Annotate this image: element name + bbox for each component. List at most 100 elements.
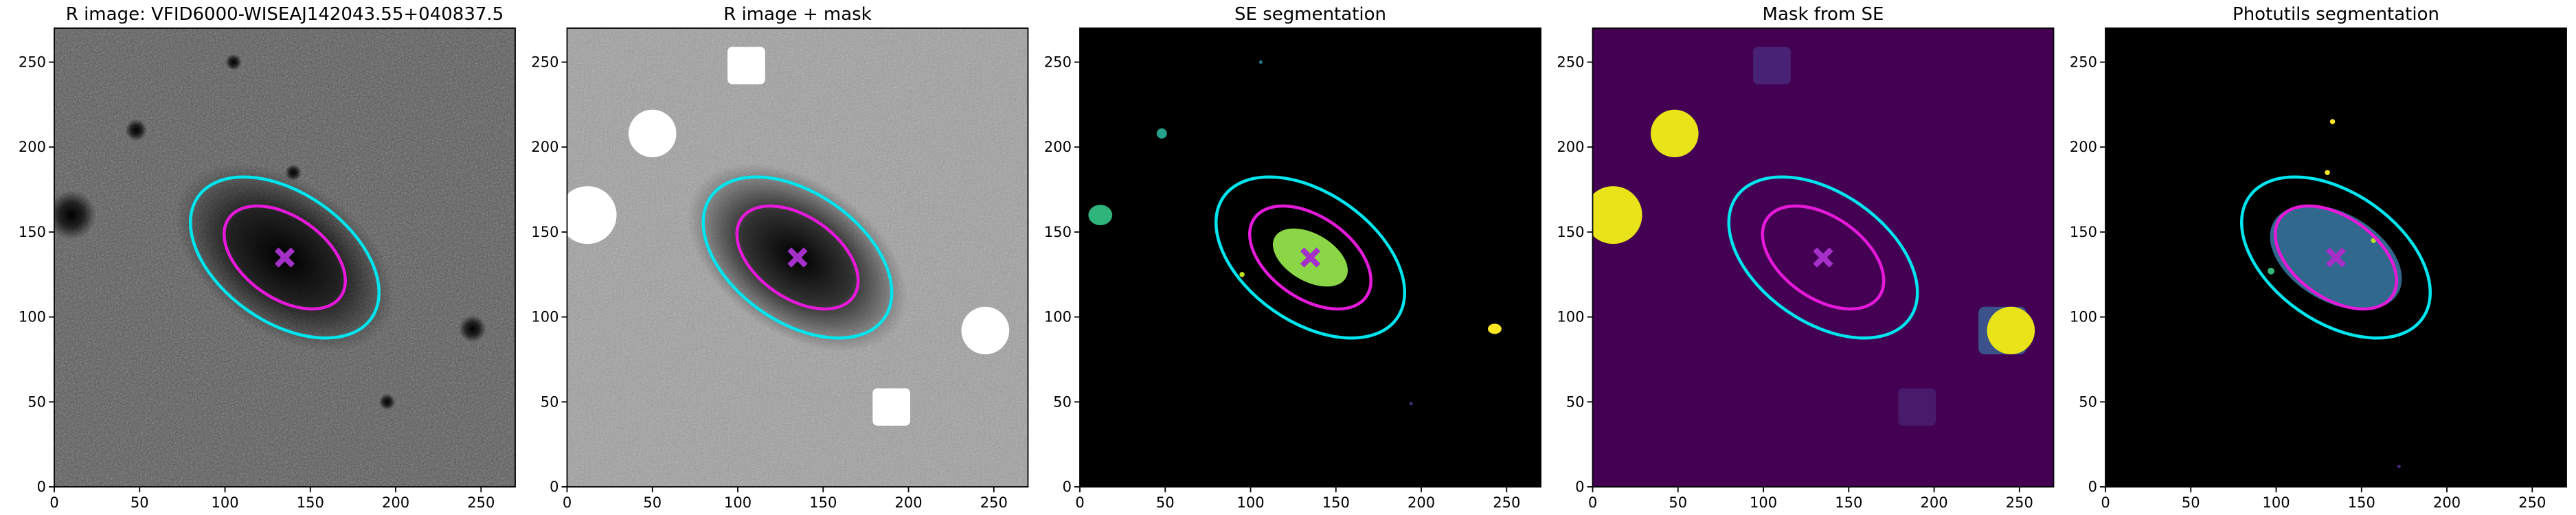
x-tick-label: 200 (1408, 494, 1435, 511)
x-tick-label: 250 (980, 494, 1008, 511)
x-tick-label: 250 (467, 494, 495, 511)
y-tick-label: 200 (2070, 139, 2097, 155)
source (2371, 238, 2376, 243)
y-tick-label: 150 (2070, 224, 2097, 240)
source (1088, 205, 1113, 225)
aperture-ellipse (701, 175, 894, 340)
y-tick-label: 200 (19, 139, 46, 155)
source (961, 306, 1010, 355)
y-tick-label: 100 (531, 309, 558, 325)
source (125, 119, 148, 141)
y-tick-label: 250 (19, 54, 46, 70)
y-tick-label: 0 (2088, 479, 2097, 495)
axes-frame (566, 27, 1029, 488)
source (1898, 388, 1936, 426)
y-tick-label: 50 (541, 393, 559, 410)
x-tick-label: 200 (1920, 494, 1947, 511)
center-marker (787, 247, 808, 268)
x-tick-label: 100 (1750, 494, 1777, 511)
x-tick-label: 200 (894, 494, 922, 511)
panel-title: Photutils segmentation (2233, 4, 2439, 25)
x-tick-label: 50 (1669, 494, 1687, 511)
x-tick-label: 100 (211, 494, 238, 511)
x-tick-label: 0 (2101, 494, 2110, 511)
x-tick-label: 0 (1588, 494, 1597, 511)
image (2105, 28, 2566, 487)
source (1650, 109, 1699, 158)
panel: 0 50 100 150 200 250 0 50 100 150 200 250 Mask from … (1557, 4, 2055, 511)
image (567, 28, 1028, 487)
axes-frame (1592, 27, 2055, 488)
source (379, 393, 396, 411)
aperture-ellipse (222, 204, 348, 311)
panel: 0 50 100 150 200 250 0 50 100 150 200 250 SE segment… (1044, 4, 1541, 511)
aperture-ellipse (2239, 175, 2432, 340)
y-tick-label: 150 (1557, 224, 1584, 240)
source (2397, 464, 2401, 468)
source (1239, 272, 1245, 277)
y-tick-label: 0 (1575, 479, 1584, 495)
y-tick-label: 0 (550, 479, 558, 495)
y-tick-label: 0 (1063, 479, 1072, 495)
y-tick-label: 200 (531, 139, 558, 155)
source (1987, 306, 2035, 355)
y-tick-label: 100 (19, 309, 46, 325)
source (727, 47, 765, 84)
x-tick-label: 150 (2348, 494, 2375, 511)
x-tick-label: 100 (724, 494, 752, 511)
source (2268, 267, 2275, 275)
aperture-ellipse (1727, 175, 1919, 340)
panel-title: R image: VFID6000-WISEAJ142043.55+040837… (66, 4, 504, 25)
y-tick-label: 100 (2070, 309, 2097, 325)
y-tick-label: 150 (1044, 224, 1072, 240)
y-tick-label: 50 (1053, 393, 1072, 410)
x-tick-label: 0 (1075, 494, 1084, 511)
y-tick-label: 250 (1044, 54, 1072, 70)
y-tick-label: 0 (37, 479, 46, 495)
x-tick-label: 250 (2518, 494, 2546, 511)
source (225, 54, 242, 71)
x-tick-label: 50 (1156, 494, 1175, 511)
center-marker (2325, 247, 2347, 268)
source (1487, 323, 1502, 334)
source (284, 164, 302, 181)
x-tick-label: 200 (382, 494, 409, 511)
x-tick-label: 100 (1236, 494, 1264, 511)
center-marker (1300, 247, 1321, 268)
panel: 0 50 100 150 200 250 0 50 100 150 200 250 R image + … (531, 4, 1029, 511)
source (628, 109, 677, 158)
y-tick-label: 200 (1044, 139, 1072, 155)
axes-frame (1079, 27, 1541, 488)
x-tick-label: 150 (1322, 494, 1350, 511)
center-marker (274, 247, 295, 268)
y-tick-label: 50 (27, 393, 46, 410)
source (567, 186, 617, 244)
panel-title: Mask from SE (1763, 4, 1884, 25)
source (1156, 128, 1167, 139)
x-tick-label: 0 (49, 494, 58, 511)
x-tick-label: 150 (809, 494, 837, 511)
x-tick-label: 50 (131, 494, 149, 511)
aperture-ellipse (1761, 204, 1886, 311)
x-tick-label: 150 (297, 494, 324, 511)
image (54, 28, 515, 487)
source (458, 315, 486, 343)
source (1753, 47, 1791, 84)
y-tick-label: 250 (531, 54, 558, 70)
y-tick-label: 100 (1044, 309, 1072, 325)
source (2325, 170, 2330, 176)
y-tick-label: 250 (1557, 54, 1584, 70)
panel: 0 50 100 150 200 250 0 50 100 150 200 250 Photutils … (2070, 4, 2567, 511)
y-tick-label: 200 (1557, 139, 1584, 155)
image (1080, 28, 1541, 487)
aperture-ellipse (1247, 204, 1373, 311)
y-tick-label: 250 (2070, 54, 2097, 70)
y-tick-label: 100 (1557, 309, 1584, 325)
axes-frame (2105, 27, 2567, 488)
axes-frame (54, 27, 516, 488)
x-tick-label: 150 (1835, 494, 1862, 511)
x-tick-label: 0 (563, 494, 572, 511)
x-tick-label: 250 (1493, 494, 1520, 511)
